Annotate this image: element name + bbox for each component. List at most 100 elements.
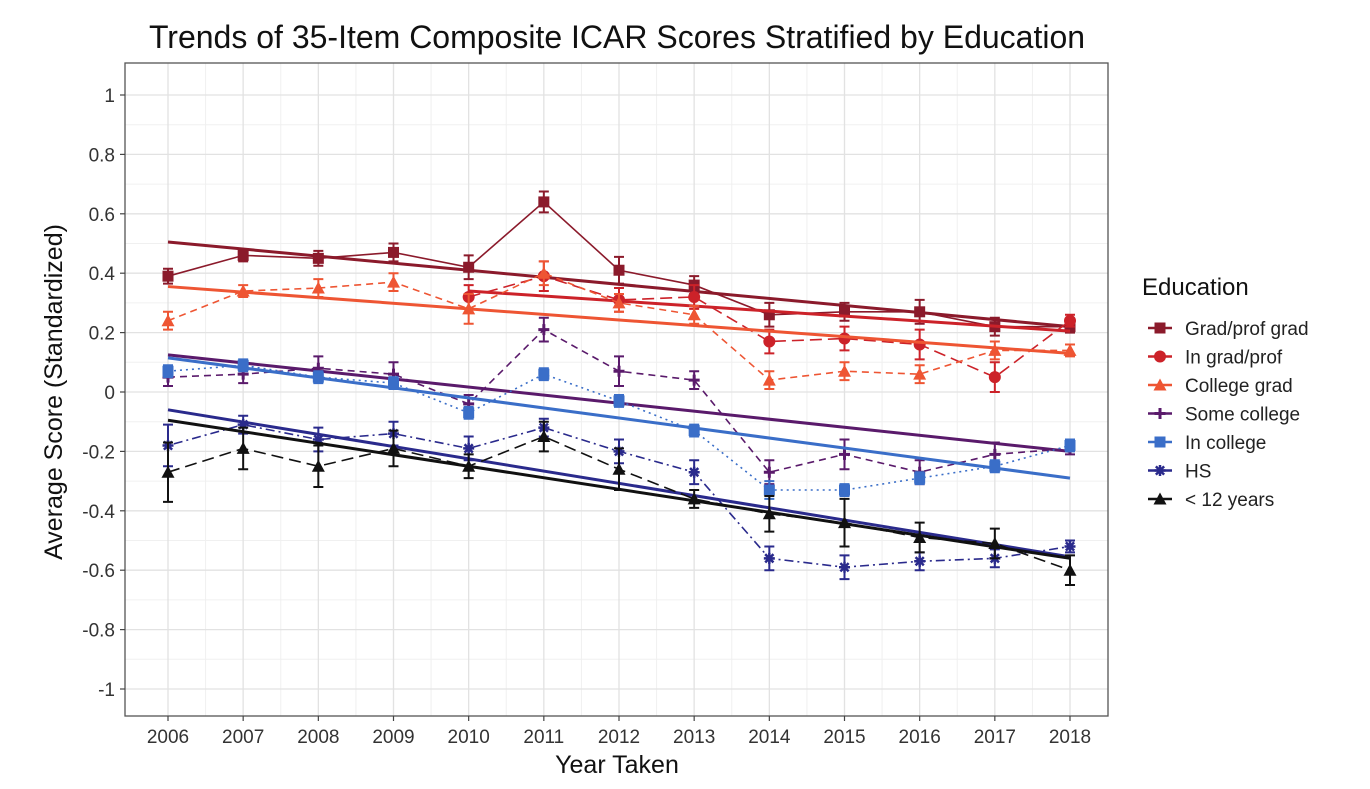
legend-key-grad-prof-grad [1148,322,1172,334]
data-point [537,266,551,279]
data-point [763,466,775,478]
series-in-college [162,356,1076,500]
data-point [988,536,1002,549]
data-point [311,281,325,294]
data-point [687,308,701,321]
legend-key-marker [1154,436,1166,448]
x-tick-label: 2017 [974,727,1016,748]
data-point [612,296,626,309]
series-line-in-grad-prof [468,275,1071,379]
legend-key-marker [1154,322,1166,334]
data-point [989,448,1001,460]
y-tick-label: -0.2 [82,442,115,463]
legend-key-12-years [1148,492,1172,505]
legend-key-marker [1154,350,1166,363]
data-point [613,365,625,377]
data-point [538,196,550,208]
data-point [763,484,775,496]
x-tick-label: 2018 [1049,727,1091,748]
y-axis-title: Average Score (Standardized) [40,224,68,560]
data-point [161,465,175,478]
data-point [988,343,1002,356]
y-tick-label: 0.8 [89,145,115,166]
data-point [613,395,625,407]
data-point [989,460,1001,472]
chart-title: Trends of 35-Item Composite ICAR Scores … [149,19,1085,55]
y-tick-label: -0.8 [82,621,115,642]
y-tick-label: 0.6 [89,205,115,226]
data-point [687,492,701,505]
data-point [913,338,926,351]
data-point [1064,314,1076,327]
data-point [913,367,927,380]
y-tick-label: -1 [98,680,115,701]
data-point [763,309,775,321]
data-point [688,466,700,478]
x-tick-label: 2010 [448,727,490,748]
data-point [462,459,476,472]
data-point [463,261,475,273]
data-point [237,419,249,431]
plot-panel [124,62,1109,717]
series-college-grad [161,260,1077,391]
data-point [839,561,850,573]
data-point [237,249,249,261]
x-tick-label: 2006 [147,727,189,748]
legend-label-in-grad-prof: In grad/prof [1185,348,1283,369]
data-point [162,270,174,282]
data-point [236,284,250,297]
data-point [538,324,550,336]
x-tick-label: 2015 [823,727,865,748]
x-tick-label: 2009 [372,727,414,748]
y-tick-label: -0.6 [82,561,115,582]
data-point [463,442,475,454]
x-tick-label: 2008 [297,727,339,748]
data-point [237,359,249,371]
data-point [988,371,1001,384]
y-tick-label: 0.4 [89,264,116,285]
legend-label-grad-prof-grad: Grad/prof grad [1185,319,1309,340]
x-axis-title: Year Taken [555,751,679,779]
data-point [612,462,626,475]
legend-title: Education [1142,274,1249,301]
x-axis: 2006 2007 2008 2009 2010 2011 2012 2013 2014 2015… [147,716,1091,748]
data-point [763,335,776,348]
data-point [839,484,850,496]
data-point [688,425,700,437]
x-tick-label: 2014 [748,727,791,748]
legend: Education Grad/prof grad In grad/prof Coll… [1142,274,1309,511]
legend-key-some-college [1148,408,1172,419]
data-point [387,441,400,454]
data-point [914,555,926,567]
y-tick-label: 0.2 [89,324,115,345]
data-point [388,246,399,258]
data-point [838,332,851,345]
y-axis: 1 0.8 0.6 0.4 0.2 0 -0.2 -0.4 -0.6 -0.8 -1 [82,86,125,701]
legend-key-in-grad-prof [1148,350,1172,363]
y-tick-label: 0 [104,383,115,404]
plot-background [125,63,1108,716]
legend-key-hs [1148,465,1172,476]
data-point [312,371,324,383]
data-point [162,365,174,377]
data-point [463,407,475,419]
data-point [1064,439,1076,451]
legend-key-college-grad [1148,378,1172,391]
data-point [312,434,324,446]
series-12-years [161,418,1077,587]
x-tick-label: 2007 [222,727,264,748]
data-point [613,264,625,276]
data-point [914,472,926,484]
legend-label-college-grad: College grad [1185,376,1293,397]
data-point [838,364,851,377]
data-point [1064,540,1076,552]
data-point [688,290,701,303]
legend-label-in-college: In college [1185,433,1266,454]
data-point [387,275,400,288]
data-point [688,374,700,386]
legend-key-marker [1154,465,1166,476]
data-point [388,377,399,389]
data-point [311,459,325,472]
data-point [762,373,776,386]
